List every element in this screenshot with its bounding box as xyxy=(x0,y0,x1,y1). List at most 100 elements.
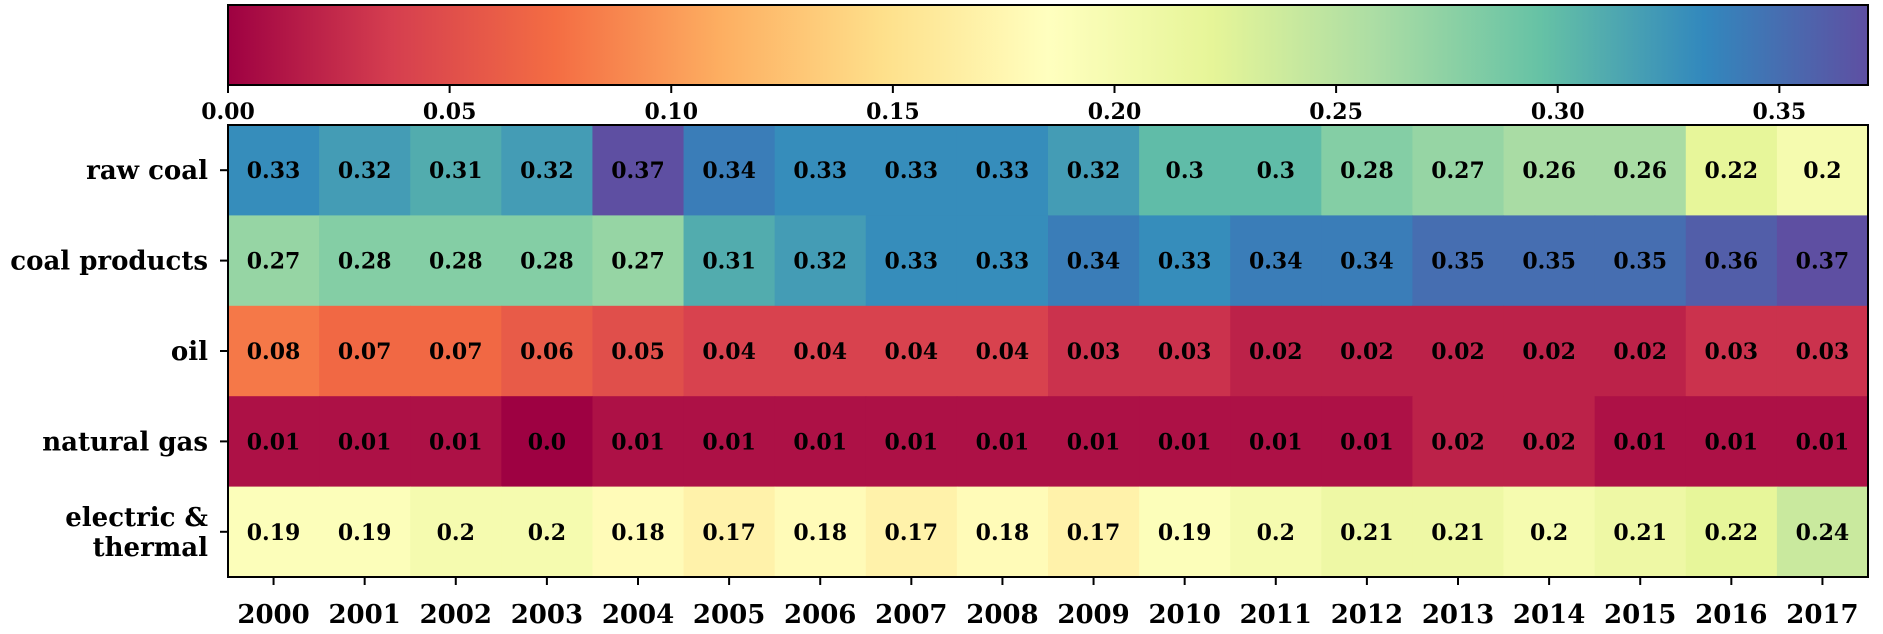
cell-value-label: 0.02 xyxy=(1249,339,1303,365)
cell-value-label: 0.01 xyxy=(1705,429,1759,455)
y-tick-label: coal products xyxy=(10,247,208,277)
x-tick-label: 2000 xyxy=(237,600,309,630)
x-tick-label: 2011 xyxy=(1240,600,1312,630)
cell-value-label: 0.01 xyxy=(247,429,301,455)
cell-value-label: 0.01 xyxy=(793,429,847,455)
heatmap-cell xyxy=(1776,486,1869,578)
cell-value-label: 0.07 xyxy=(338,339,392,365)
heatmap-cell xyxy=(1685,486,1778,578)
cell-value-label: 0.21 xyxy=(1613,520,1667,546)
cell-value-label: 0.35 xyxy=(1613,249,1667,275)
heatmap-cell xyxy=(1685,305,1778,397)
heatmap-cell xyxy=(1503,215,1596,307)
heatmap-cell xyxy=(956,396,1049,488)
x-axis-ticks: 2000 2001 2002 2003 2004 2005 2006 2007 2008 2009… xyxy=(237,577,1859,630)
cell-value-label: 0.18 xyxy=(611,520,665,546)
cell-value-label: 0.02 xyxy=(1431,429,1485,455)
x-tick-label: 2009 xyxy=(1057,600,1129,630)
heatmap-cell xyxy=(1139,305,1231,397)
heatmap-cell xyxy=(774,305,867,397)
heatmap-cell xyxy=(319,305,411,397)
heatmap-cell xyxy=(228,396,320,488)
heatmap-cell xyxy=(1321,486,1413,578)
heatmap-cell xyxy=(865,396,958,488)
cell-value-label: 0.28 xyxy=(429,249,483,275)
heatmap-cell xyxy=(1139,396,1231,488)
cell-value-label: 0.31 xyxy=(702,249,756,275)
heatmap-cell xyxy=(683,396,776,488)
heatmap-cell xyxy=(1048,486,1140,578)
colorbar-gradient xyxy=(227,4,1869,86)
cell-value-label: 0.01 xyxy=(1796,429,1850,455)
cell-value-label: 0.33 xyxy=(247,158,301,184)
cell-value-label: 0.06 xyxy=(520,339,574,365)
heatmap-cell xyxy=(501,486,593,578)
cell-value-label: 0.02 xyxy=(1431,339,1485,365)
heatmap-cell xyxy=(865,486,958,578)
cell-value-label: 0.33 xyxy=(793,158,847,184)
heatmap-cell xyxy=(774,486,867,578)
heatmap-cell xyxy=(1594,486,1687,578)
y-tick-label: electric & thermal xyxy=(65,503,208,563)
cell-value-label: 0.01 xyxy=(976,429,1030,455)
heatmap-cell xyxy=(683,125,776,216)
cell-value-label: 0.17 xyxy=(885,520,939,546)
x-tick-label: 2015 xyxy=(1604,600,1676,630)
cell-value-label: 0.02 xyxy=(1522,429,1576,455)
cell-value-label: 0.28 xyxy=(1340,158,1394,184)
cell-value-label: 0.3 xyxy=(1257,158,1295,184)
cell-value-label: 0.01 xyxy=(338,429,392,455)
heatmap-cell xyxy=(1321,125,1413,216)
heatmap-cell xyxy=(1594,396,1687,488)
heatmap-cell xyxy=(1412,215,1505,307)
cell-value-label: 0.01 xyxy=(1249,429,1303,455)
cell-value-label: 0.18 xyxy=(976,520,1030,546)
cell-value-label: 0.17 xyxy=(1067,520,1121,546)
heatmap-cell xyxy=(865,305,958,397)
heatmap-cell xyxy=(1230,215,1322,307)
x-tick-label: 2008 xyxy=(966,600,1038,630)
cell-value-label: 0.21 xyxy=(1340,520,1394,546)
cell-value-label: 0.33 xyxy=(885,158,939,184)
cell-value-label: 0.18 xyxy=(793,520,847,546)
heatmap-cell xyxy=(1048,396,1140,488)
heatmap-cell xyxy=(1321,396,1413,488)
heatmap-cell xyxy=(319,125,411,216)
heatmap-cell xyxy=(1503,486,1596,578)
cell-value-label: 0.02 xyxy=(1522,339,1576,365)
cell-value-label: 0.19 xyxy=(338,520,392,546)
x-tick-label: 2012 xyxy=(1331,600,1403,630)
cell-value-label: 0.01 xyxy=(1340,429,1394,455)
cell-value-label: 0.2 xyxy=(1257,520,1295,546)
heatmap-cell-labels: 0.33 0.32 0.31 0.32 0.37 0.34 0.33 0.33 0.33 0.32… xyxy=(247,158,1849,546)
y-tick-label: oil xyxy=(171,337,208,367)
heatmap-cell xyxy=(1776,305,1869,397)
cell-value-label: 0.35 xyxy=(1522,249,1576,275)
x-tick-label: 2004 xyxy=(602,600,674,630)
colorbar: 0.00 0.05 0.10 0.15 0.20 0.25 0.30 0.35 xyxy=(201,4,1869,125)
heatmap-cell xyxy=(1776,125,1869,216)
heatmap-cell xyxy=(774,215,867,307)
heatmap-cell xyxy=(774,396,867,488)
cell-value-label: 0.04 xyxy=(702,339,756,365)
heatmap-cells xyxy=(228,125,1869,578)
heatmap-cell xyxy=(1685,125,1778,216)
heatmap-cell xyxy=(1776,215,1869,307)
heatmap-cell xyxy=(956,215,1049,307)
x-tick-label: 2002 xyxy=(420,600,492,630)
cell-value-label: 0.34 xyxy=(1249,249,1303,275)
heatmap-cell xyxy=(228,125,320,216)
heatmap-cell xyxy=(683,486,776,578)
x-tick-label: 2017 xyxy=(1786,600,1858,630)
heatmap-grid: 0.33 0.32 0.31 0.32 0.37 0.34 0.33 0.33 0.33 0.32… xyxy=(10,124,1869,630)
x-tick-label: 2006 xyxy=(784,600,856,630)
cell-value-label: 0.2 xyxy=(1803,158,1841,184)
cell-value-label: 0.04 xyxy=(976,339,1030,365)
heatmap-cell xyxy=(1685,215,1778,307)
heatmap-cell xyxy=(410,125,502,216)
heatmap-cell xyxy=(319,396,411,488)
heatmap-cell xyxy=(1139,486,1231,578)
heatmap-cell xyxy=(319,486,411,578)
heatmap-cell xyxy=(683,215,776,307)
